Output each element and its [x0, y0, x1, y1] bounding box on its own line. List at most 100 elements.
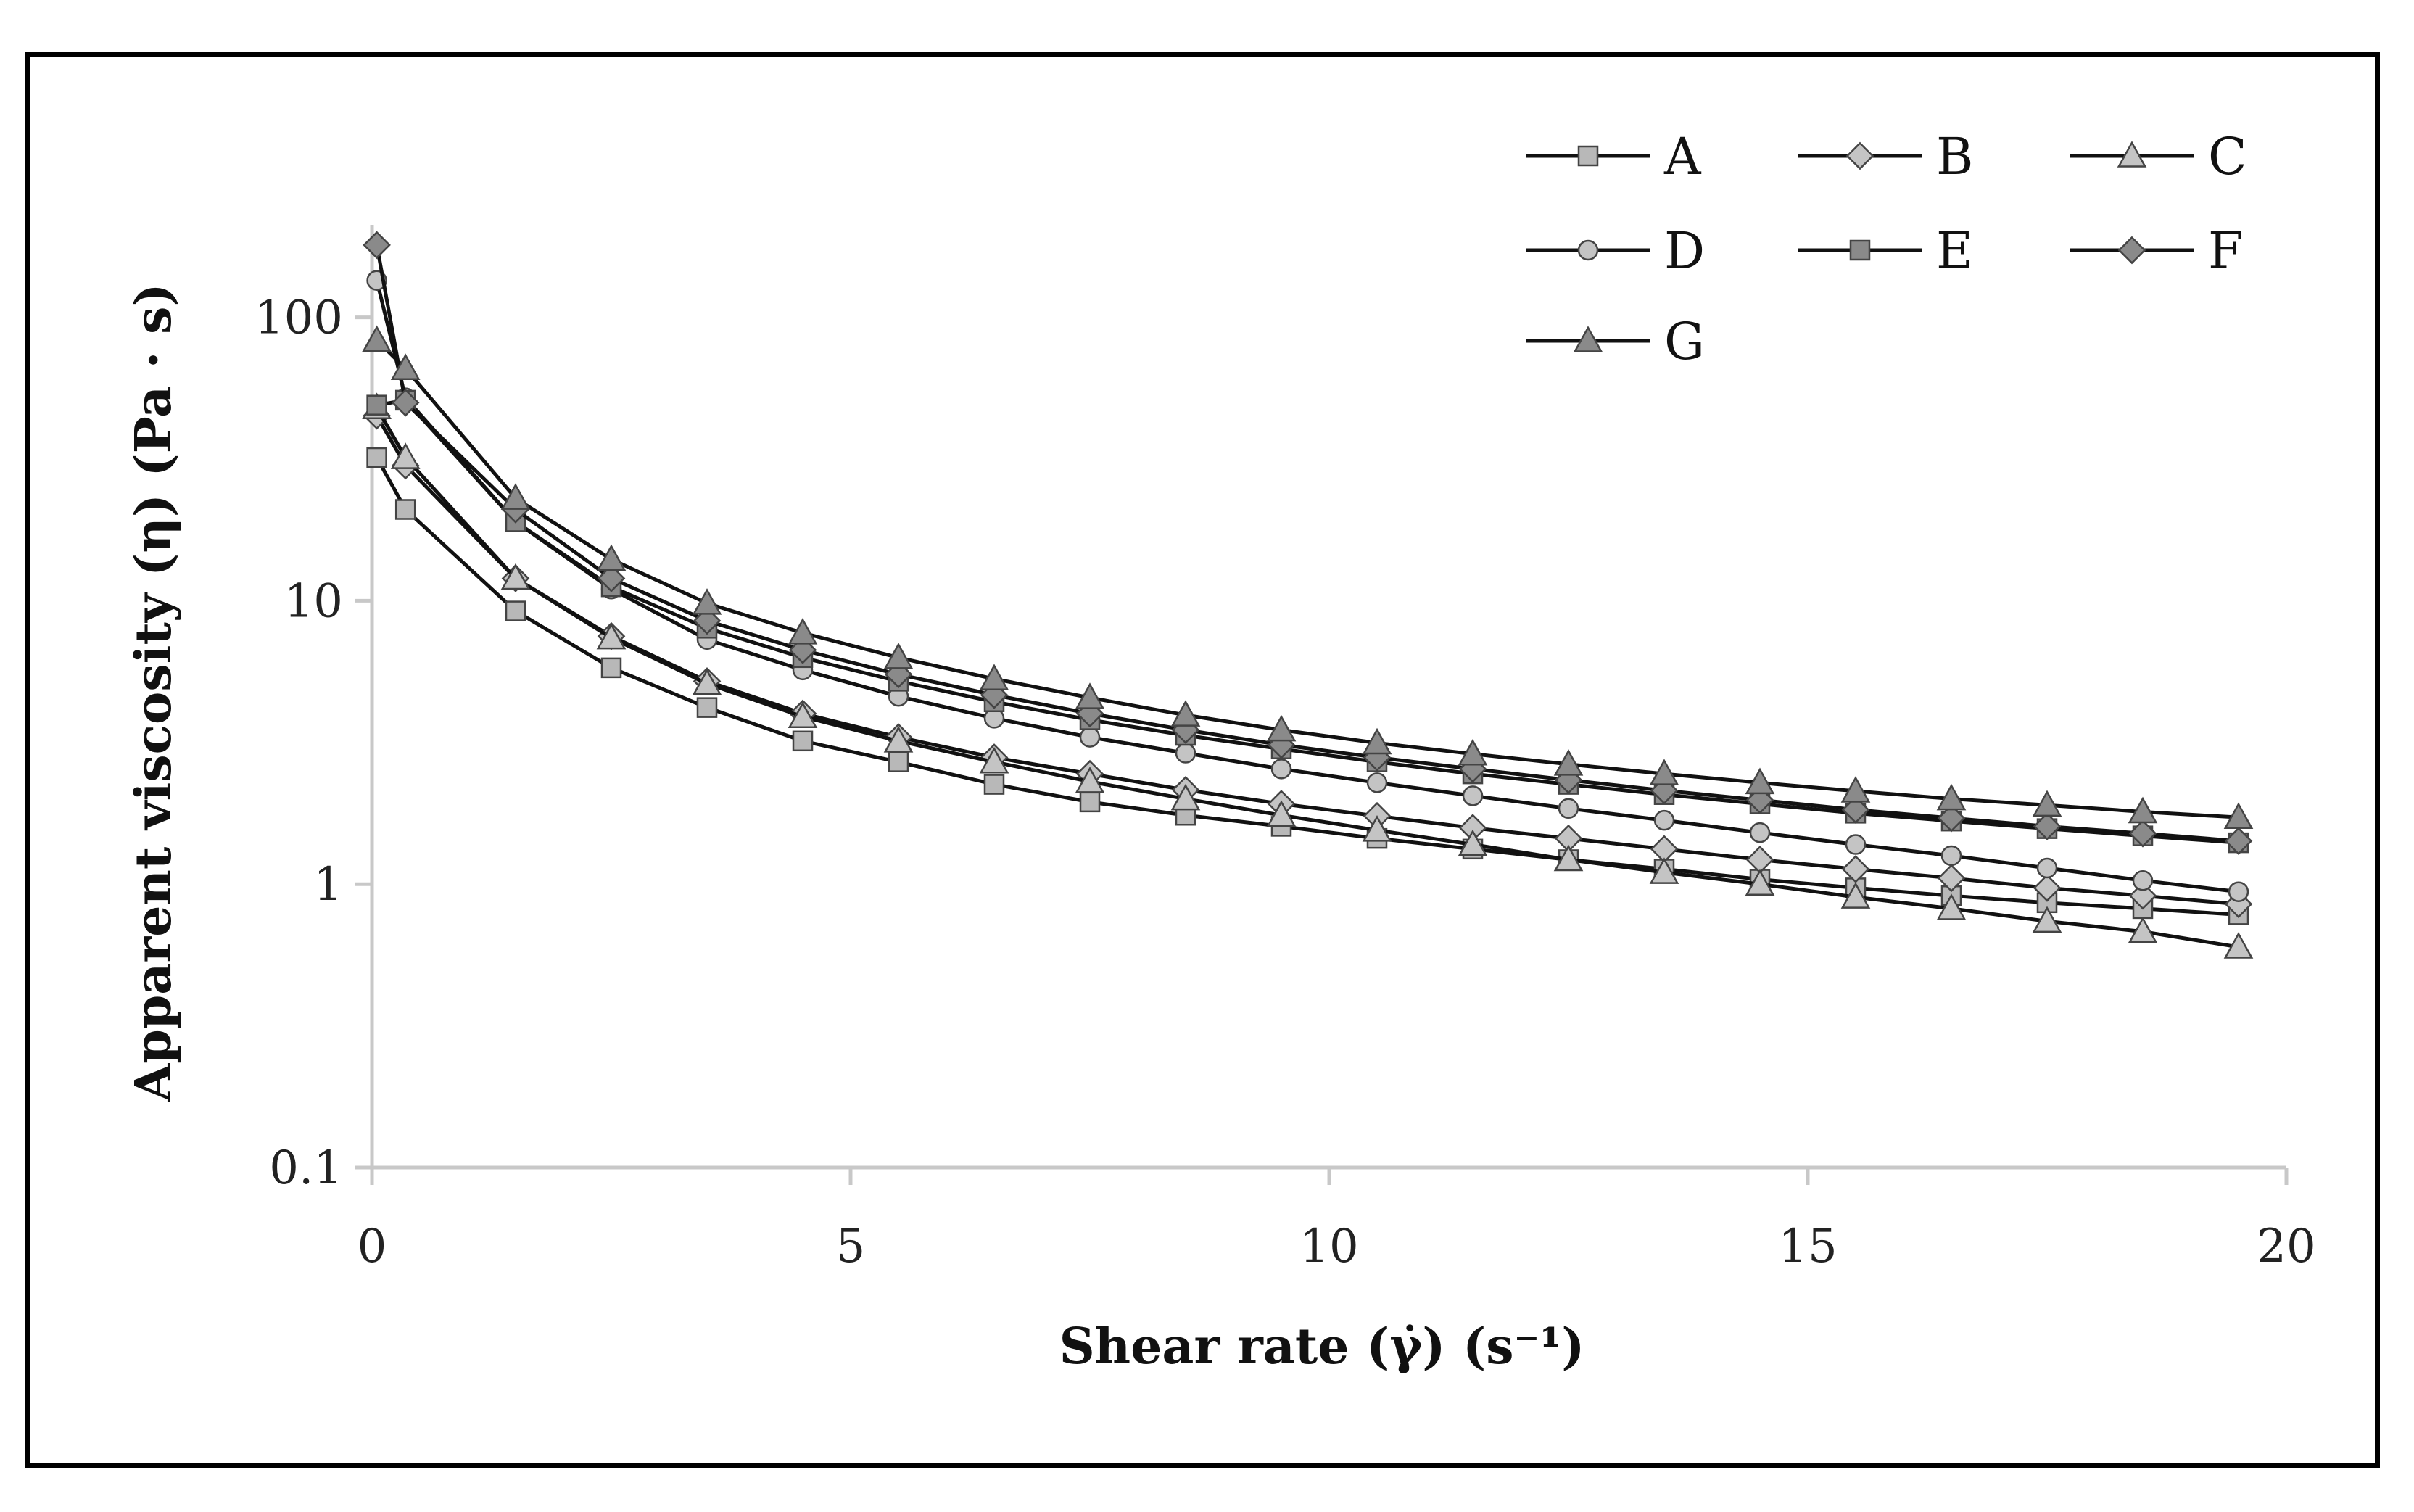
data-point-D: [1366, 772, 1388, 793]
legend-marker: [2117, 141, 2147, 168]
legend-marker: [1577, 239, 1599, 261]
data-point-A: [983, 774, 1005, 795]
legend-marker: [1577, 145, 1599, 167]
data-point-C: [2032, 906, 2062, 933]
data-point-G: [2032, 790, 2062, 817]
data-point-G: [979, 664, 1009, 690]
data-point-C: [788, 701, 818, 729]
data-point-D: [2036, 857, 2058, 879]
data-point-F: [2033, 812, 2062, 840]
legend-item-F: F: [2070, 221, 2244, 281]
data-point-A: [888, 751, 909, 772]
data-point-D: [2228, 881, 2249, 902]
legend-item-B: B: [1798, 127, 1973, 186]
data-point-A: [394, 499, 416, 520]
y-tick-label: 1: [313, 858, 343, 912]
legend-item-A: A: [1526, 127, 1702, 186]
series-layer: [362, 231, 2254, 959]
data-point-F: [693, 606, 722, 635]
data-point-G: [390, 353, 421, 380]
data-point-A: [792, 730, 814, 752]
x-tick-label: 20: [2257, 1220, 2315, 1273]
data-point-C: [390, 442, 421, 469]
data-point-B: [2033, 874, 2062, 902]
legend-label: G: [1664, 312, 1705, 371]
data-point-G: [788, 618, 818, 645]
data-point-D: [1749, 822, 1771, 843]
data-point-C: [1649, 857, 1679, 884]
series-line-G: [375, 339, 2239, 819]
data-point-C: [692, 668, 722, 695]
legend-marker: [1849, 239, 1871, 261]
data-point-B: [1937, 864, 1966, 893]
legend-label: A: [1663, 127, 1702, 186]
data-point-G: [2128, 796, 2158, 824]
data-point-F: [363, 231, 391, 260]
data-point-D: [1270, 759, 1292, 780]
data-point-A: [600, 657, 622, 679]
series-line-E: [376, 398, 2239, 845]
axes: [370, 224, 2286, 1170]
legend-label: E: [1936, 221, 1973, 281]
data-point-G: [1362, 727, 1392, 755]
data-point-G: [362, 325, 392, 352]
data-point-F: [597, 564, 626, 592]
y-axis-title: Apparent viscosity (η) (Pa · s): [125, 283, 183, 1102]
series-line-C: [375, 406, 2239, 949]
legend-label: D: [1664, 221, 1705, 281]
data-point-F: [391, 388, 420, 417]
data-point-D: [1079, 727, 1101, 748]
data-point-G: [1458, 738, 1488, 766]
x-tick-label: 15: [1778, 1220, 1837, 1273]
data-point-E: [366, 394, 387, 416]
data-point-F: [2224, 827, 2253, 856]
data-point-G: [1649, 759, 1679, 785]
data-point-D: [1462, 785, 1484, 806]
data-point-A: [505, 600, 526, 621]
data-point-G: [1840, 776, 1871, 803]
data-point-A: [696, 697, 718, 718]
legend-marker: [1573, 326, 1603, 352]
data-point-G: [692, 588, 722, 615]
chart-frame: [25, 52, 2380, 1468]
data-point-G: [1170, 700, 1201, 727]
data-point-A: [1079, 791, 1101, 813]
y-tick-label: 0.1: [269, 1141, 343, 1195]
data-point-F: [1937, 803, 1966, 833]
data-point-C: [596, 622, 627, 650]
data-point-D: [1653, 809, 1675, 831]
series-G: [362, 325, 2254, 829]
data-point-C: [1458, 829, 1488, 856]
data-point-F: [1841, 796, 1870, 824]
data-point-B: [2128, 881, 2157, 910]
data-point-B: [1745, 846, 1774, 874]
legend-marker: [2117, 236, 2146, 265]
data-point-G: [1936, 783, 1967, 811]
x-axis-title: Shear rate (γ̇) (s⁻¹): [1059, 1318, 1585, 1376]
ticks: 0 5 10 15 20 0.1 1 10 100: [255, 292, 2316, 1273]
data-point-G: [596, 544, 627, 571]
data-point-C: [1745, 869, 1775, 896]
data-point-D: [1175, 743, 1196, 764]
data-point-G: [1075, 682, 1105, 709]
series-D: [366, 270, 2249, 902]
series-line-A: [375, 456, 2239, 917]
series-B: [363, 401, 2253, 919]
data-point-G: [883, 643, 914, 669]
x-tick-label: 0: [357, 1220, 387, 1273]
data-point-C: [1266, 800, 1297, 827]
legend-label: F: [2208, 221, 2244, 281]
y-tick-label: 100: [255, 292, 343, 345]
legend-item-D: D: [1526, 221, 1705, 281]
data-point-C: [1170, 783, 1201, 811]
x-tick-label: 5: [836, 1220, 866, 1273]
data-point-G: [1745, 767, 1775, 795]
data-point-G: [2223, 802, 2254, 829]
data-point-C: [1553, 844, 1584, 872]
legend-item-E: E: [1798, 221, 1973, 281]
legend-marker: [1845, 141, 1874, 170]
legend-label: C: [2208, 127, 2247, 186]
legend-label: B: [1936, 127, 1973, 186]
data-point-C: [883, 726, 914, 753]
